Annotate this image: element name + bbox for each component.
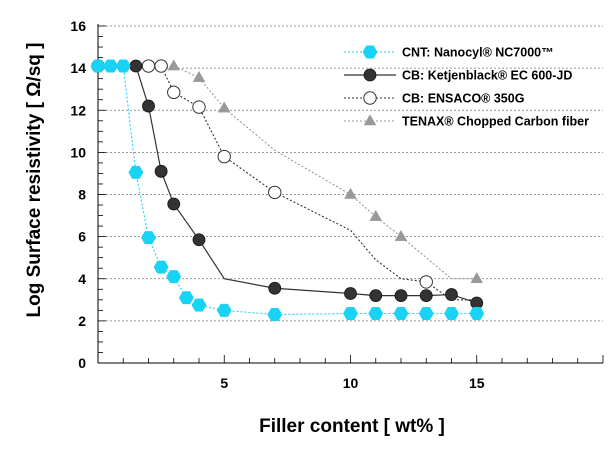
y-tick-label: 12	[70, 102, 86, 118]
y-tick-label: 6	[78, 229, 86, 245]
data-point	[393, 307, 409, 320]
tick-labels: 0 2 4 6 8 10 12 14 16 5 10 15	[70, 18, 484, 391]
data-point	[178, 291, 194, 305]
data-point	[268, 185, 282, 200]
data-point	[470, 272, 484, 284]
legend-label: CNT: Nanocyl® NC7000™	[402, 46, 554, 60]
data-point	[192, 233, 206, 247]
data-point	[369, 209, 383, 221]
data-point	[216, 303, 232, 317]
legend-entry: TENAX® Chopped Carbon fiber	[344, 114, 589, 129]
series-layer	[90, 59, 485, 322]
legend: CNT: Nanocyl® NC7000™ CB: Ketjenblack® EC…	[344, 46, 589, 129]
data-point	[142, 99, 155, 113]
data-point	[128, 165, 144, 179]
data-point	[167, 197, 181, 211]
data-point	[103, 59, 119, 73]
data-point	[217, 101, 231, 113]
series-3	[98, 59, 484, 284]
data-point	[369, 289, 383, 303]
legend-entry: CNT: Nanocyl® NC7000™	[344, 46, 554, 60]
legend-label: CB: ENSACO® 350G	[402, 92, 524, 106]
data-point	[90, 59, 106, 73]
x-tick-label: 15	[469, 375, 485, 391]
data-point	[154, 164, 168, 178]
grid-lines	[98, 25, 603, 322]
data-point	[217, 149, 231, 164]
data-point	[343, 307, 358, 320]
data-point	[192, 70, 206, 82]
series-line	[98, 65, 477, 301]
y-tick-label: 0	[78, 355, 86, 371]
data-point	[368, 307, 384, 320]
y-axis-title: Log Surface resistivity [ Ω/sq ]	[24, 43, 45, 318]
y-tick-label: 14	[70, 60, 86, 76]
x-tick-label: 10	[343, 375, 359, 391]
legend-swatch-marker	[363, 91, 377, 105]
data-point	[141, 231, 156, 245]
y-tick-label: 16	[70, 18, 86, 34]
data-point	[344, 187, 357, 199]
y-tick-label: 4	[78, 271, 86, 287]
data-point	[167, 59, 181, 71]
data-point	[192, 100, 206, 114]
data-point	[167, 85, 181, 100]
data-point	[268, 281, 282, 295]
data-point	[394, 229, 408, 241]
y-tick-label: 8	[78, 187, 86, 203]
legend-entry: CB: ENSACO® 350G	[344, 91, 524, 106]
data-point	[344, 287, 357, 300]
legend-label: TENAX® Chopped Carbon fiber	[402, 115, 589, 129]
data-point	[153, 260, 169, 274]
legend-label: CB: Ketjenblack® EC 600-JD	[402, 69, 572, 83]
legend-entry: CB: Ketjenblack® EC 600-JD	[344, 69, 572, 83]
data-point	[469, 307, 485, 320]
series-0	[90, 59, 485, 322]
data-point	[154, 59, 168, 73]
data-point	[419, 275, 433, 289]
data-point	[166, 270, 182, 284]
data-point	[444, 307, 459, 320]
data-point	[141, 59, 156, 73]
data-point	[129, 59, 143, 73]
data-point	[267, 308, 283, 322]
x-axis-title: Filler content [ wt% ]	[259, 416, 445, 437]
legend-swatch-marker	[363, 68, 377, 82]
data-point	[191, 298, 207, 312]
data-point	[394, 289, 408, 303]
legend-swatch-marker	[362, 45, 378, 59]
y-tick-label: 10	[70, 144, 86, 160]
data-point	[115, 59, 131, 73]
data-point	[419, 289, 433, 303]
legend-swatch-marker	[363, 114, 377, 126]
data-point	[445, 288, 458, 301]
data-point	[418, 307, 434, 320]
x-tick-label: 5	[220, 375, 228, 391]
y-tick-label: 2	[78, 313, 86, 329]
